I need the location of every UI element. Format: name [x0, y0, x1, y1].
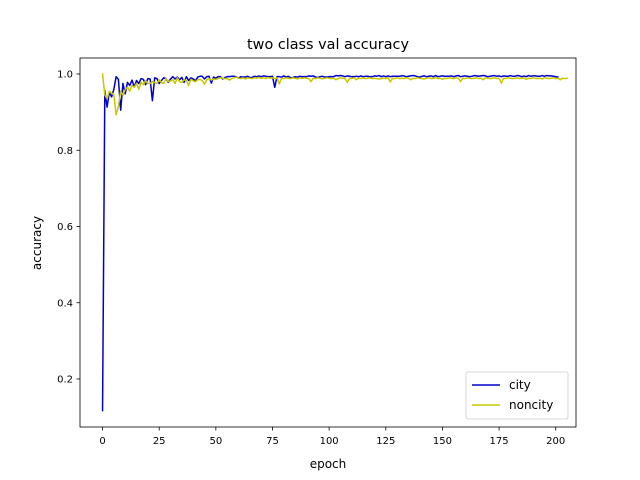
- legend: city noncity: [465, 371, 569, 420]
- x-tick-label: 25: [153, 436, 166, 447]
- legend-label-noncity: noncity: [509, 398, 553, 412]
- legend-box: [465, 371, 569, 420]
- plot-background: [80, 58, 576, 427]
- chart-title: two class val accuracy: [247, 37, 409, 53]
- x-axis-label: epoch: [310, 457, 347, 471]
- plot-area: [80, 58, 576, 427]
- axes-frame: [79, 57, 577, 428]
- y-tick-label: 1.0: [57, 70, 73, 81]
- x-tick-label: 150: [433, 436, 452, 447]
- legend-label-city: city: [509, 378, 531, 392]
- axes: 0 25 50 75 100 125 150 175 200 0.2 0.4 0.6 0.8 1.0: [57, 57, 577, 447]
- y-tick-label: 0.6: [57, 222, 73, 233]
- series-lines: [101, 73, 568, 412]
- x-tick-label: 75: [266, 436, 279, 447]
- y-axis-label: accuracy: [30, 216, 44, 270]
- x-tick-label: 50: [209, 436, 222, 447]
- x-tick-label: 125: [376, 436, 395, 447]
- series-line-noncity: [101, 73, 568, 116]
- x-tick-label: 175: [490, 436, 509, 447]
- y-tick-label: 0.4: [57, 298, 73, 309]
- y-tick-label: 0.2: [57, 375, 73, 386]
- y-tick-label: 0.8: [57, 146, 73, 157]
- x-tick-label: 200: [546, 436, 565, 447]
- x-tick-label: 100: [320, 436, 339, 447]
- x-tick-label: 0: [99, 436, 105, 447]
